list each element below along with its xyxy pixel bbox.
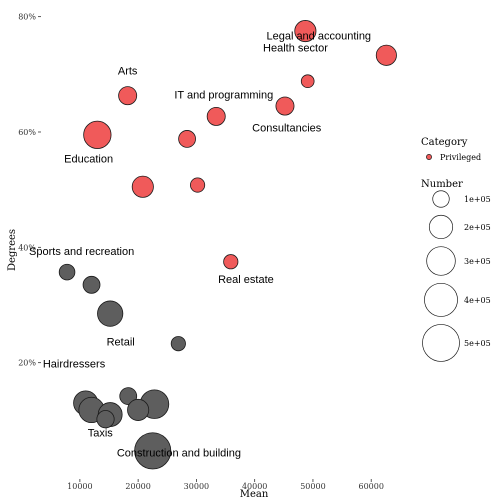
legend-size-swatch: [432, 190, 450, 208]
y-tick-label: 80%: [18, 13, 36, 22]
data-point: [127, 398, 150, 421]
point-annotation: Consultancies: [252, 122, 322, 134]
data-point: [96, 410, 115, 429]
x-tick-label: 10000: [67, 482, 92, 491]
data-point: [178, 130, 196, 148]
point-annotation: Hairdressers: [43, 358, 106, 370]
y-tick-label: 60%: [18, 128, 36, 137]
point-annotation: Construction and building: [117, 448, 241, 460]
data-points: [58, 20, 397, 470]
legend-category-label: Privileged: [440, 153, 481, 162]
data-point: [375, 44, 397, 66]
data-point: [83, 120, 112, 149]
y-tick-label: 20%: [18, 359, 36, 368]
y-tick-label: 40%: [18, 243, 36, 252]
x-axis: 10000 20000 30000 40000 50000 60000: [67, 479, 384, 491]
legend-size-swatch: [428, 214, 454, 240]
data-point: [294, 20, 317, 43]
point-annotation: Arts: [118, 65, 138, 77]
data-point: [190, 177, 206, 193]
point-annotation: Taxis: [88, 427, 114, 439]
x-tick-label: 20000: [125, 482, 150, 491]
data-point: [131, 175, 154, 198]
legend-size-label: 2e+05: [464, 223, 491, 232]
legend-size-label: 5e+05: [464, 339, 491, 348]
data-point: [206, 106, 226, 126]
y-axis: 20% 40% 60% 80%: [18, 13, 41, 368]
data-point: [223, 254, 239, 270]
data-point: [170, 336, 186, 352]
data-point: [58, 263, 76, 281]
point-annotation: Health sector: [263, 42, 328, 54]
point-annotation: Real estate: [218, 274, 274, 286]
data-point: [97, 300, 124, 327]
legend: Category Privileged Number 1e+05 2e+05 3e+…: [421, 137, 491, 362]
x-tick-label: 50000: [300, 482, 325, 491]
legend-size-title: Number: [421, 179, 463, 190]
point-annotation: Legal and accounting: [266, 31, 371, 43]
x-axis-title: Mean: [240, 489, 269, 500]
legend-category-title: Category: [421, 137, 468, 148]
data-point: [134, 432, 172, 470]
point-annotation: Sports and recreation: [29, 246, 134, 258]
point-annotation: Retail: [107, 336, 135, 348]
data-point: [275, 96, 295, 116]
legend-size-label: 1e+05: [464, 195, 491, 204]
legend-category-swatch: [426, 154, 432, 160]
legend-size-swatch: [422, 324, 460, 362]
legend-category-entries: Privileged: [426, 153, 481, 162]
point-annotation: IT and programming: [174, 90, 273, 102]
y-axis-title: Degrees: [7, 229, 18, 271]
legend-size-swatch: [424, 282, 458, 317]
legend-size-entries: 1e+05 2e+05 3e+05 4e+05 5e+05: [422, 190, 491, 362]
x-tick-label: 30000: [184, 482, 209, 491]
data-point: [119, 387, 138, 405]
legend-size-label: 4e+05: [464, 296, 491, 305]
legend-size-swatch: [426, 246, 456, 276]
point-annotation: Education: [64, 154, 113, 166]
data-point: [300, 74, 315, 89]
data-point: [82, 275, 101, 294]
legend-size-label: 3e+05: [464, 257, 491, 266]
x-tick-label: 40000: [242, 482, 267, 491]
x-tick-label: 60000: [358, 482, 383, 491]
data-point: [118, 86, 138, 106]
